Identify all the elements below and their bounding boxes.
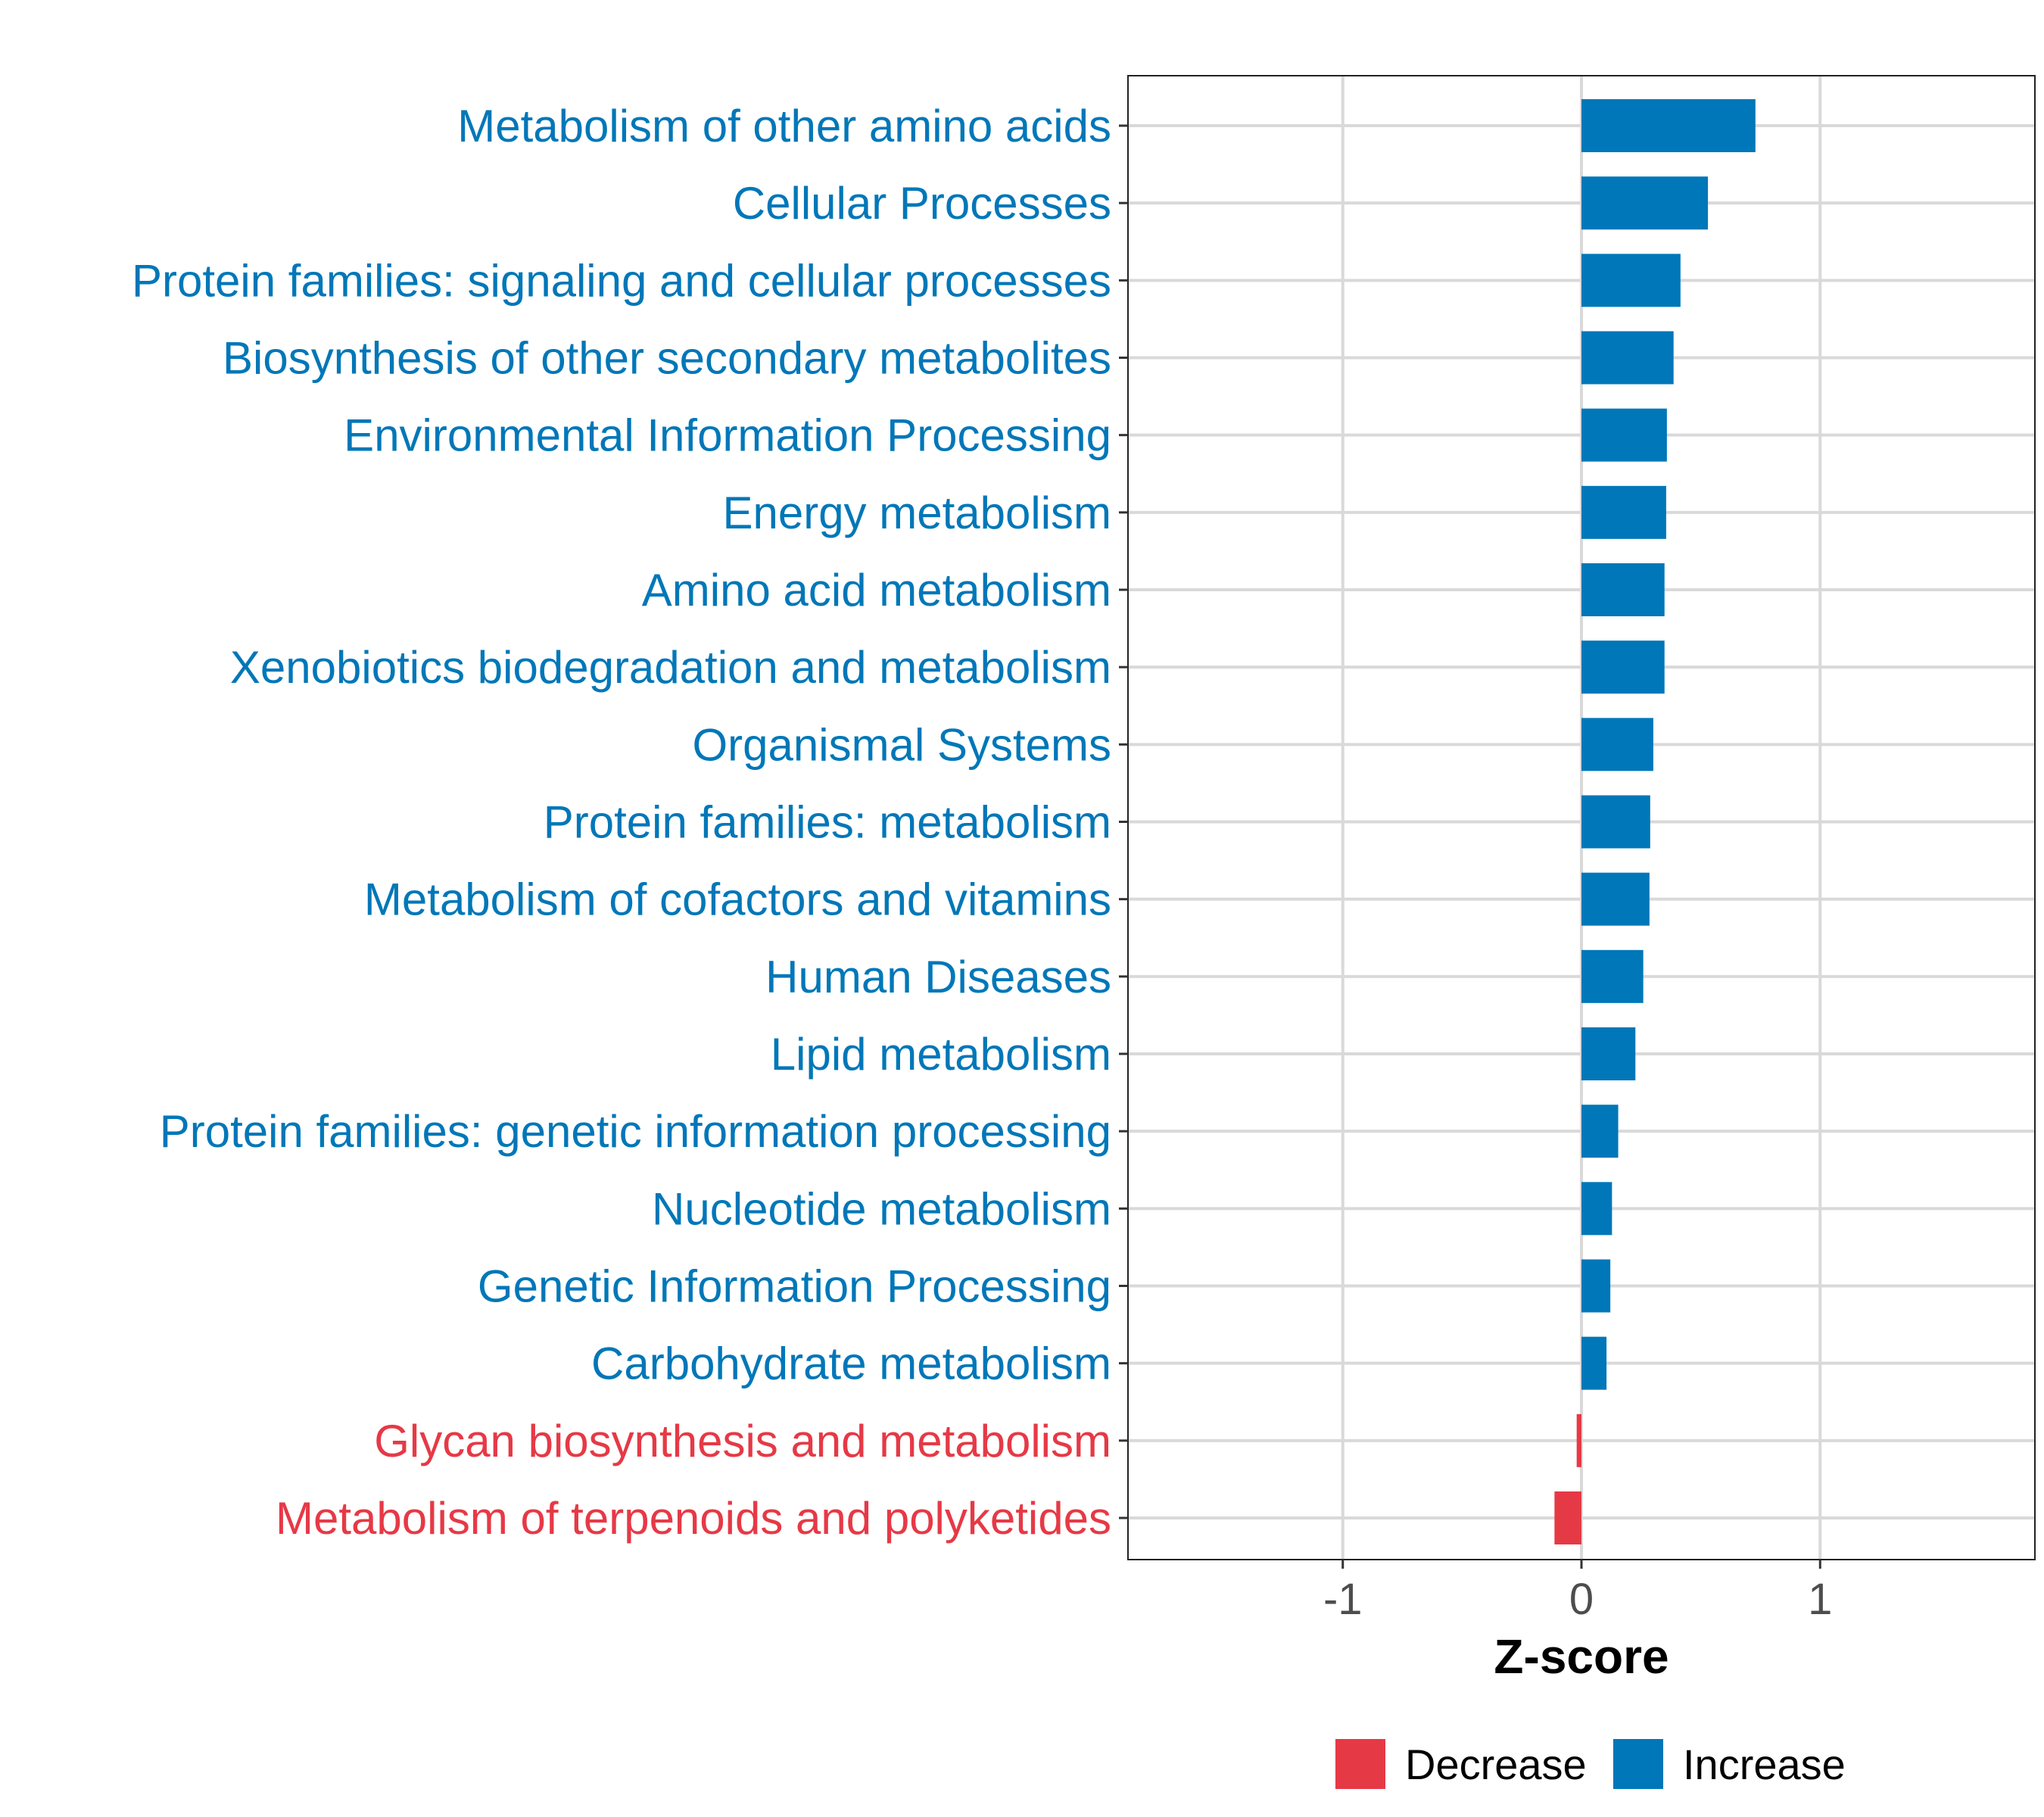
legend-label-increase: Increase (1683, 1741, 1846, 1788)
bar (1581, 1027, 1636, 1080)
x-tick-label: 1 (1808, 1575, 1832, 1624)
bar (1576, 1413, 1581, 1467)
category-label: Nucleotide metabolism (652, 1183, 1111, 1234)
bar (1581, 640, 1665, 694)
category-label: Metabolism of cofactors and vitamins (364, 874, 1111, 925)
legend: Decrease Increase (1335, 1739, 1846, 1789)
category-label: Protein families: signaling and cellular… (132, 255, 1111, 306)
y-axis-labels: Metabolism of other amino acids Cellular … (132, 101, 1128, 1544)
bar (1581, 99, 1756, 152)
bar (1581, 1259, 1611, 1313)
bar (1581, 795, 1650, 849)
category-label: Protein families: metabolism (544, 797, 1111, 848)
bar (1554, 1491, 1581, 1544)
category-label: Lipid metabolism (771, 1029, 1111, 1080)
category-label: Genetic Information Processing (478, 1261, 1111, 1312)
category-label: Organismal Systems (693, 719, 1111, 770)
category-label: Biosynthesis of other secondary metaboli… (223, 333, 1111, 384)
legend-swatch-decrease (1335, 1739, 1385, 1789)
category-label: Environmental Information Processing (344, 410, 1111, 461)
bar (1581, 176, 1709, 230)
category-label: Human Diseases (765, 952, 1111, 1002)
bar (1581, 408, 1667, 462)
bar (1581, 563, 1665, 616)
category-label: Metabolism of terpenoids and polyketides (276, 1493, 1111, 1544)
category-label: Carbohydrate metabolism (591, 1339, 1111, 1389)
bar (1581, 718, 1653, 771)
category-label: Energy metabolism (722, 488, 1111, 538)
x-tick-label: 0 (1569, 1575, 1594, 1624)
bar (1581, 1182, 1612, 1236)
bar (1581, 1336, 1607, 1390)
category-label: Protein families: genetic information pr… (160, 1106, 1111, 1157)
category-label: Cellular Processes (733, 178, 1111, 229)
bar (1581, 872, 1650, 926)
category-label: Xenobiotics biodegradation and metabolis… (230, 642, 1111, 693)
bar (1581, 949, 1644, 1003)
bar (1581, 254, 1681, 307)
legend-label-decrease: Decrease (1405, 1741, 1587, 1788)
category-label: Metabolism of other amino acids (457, 101, 1111, 151)
x-axis-title: Z-score (1494, 1629, 1669, 1684)
bar (1581, 1105, 1619, 1158)
x-tick-label: -1 (1323, 1575, 1363, 1624)
bar (1581, 485, 1666, 539)
bar (1581, 331, 1674, 385)
category-label: Amino acid metabolism (642, 565, 1111, 616)
category-label: Glycan biosynthesis and metabolism (374, 1416, 1111, 1466)
x-axis: -1 0 1 (1323, 1560, 1832, 1624)
bars (1554, 99, 1756, 1544)
legend-swatch-increase (1613, 1739, 1663, 1789)
